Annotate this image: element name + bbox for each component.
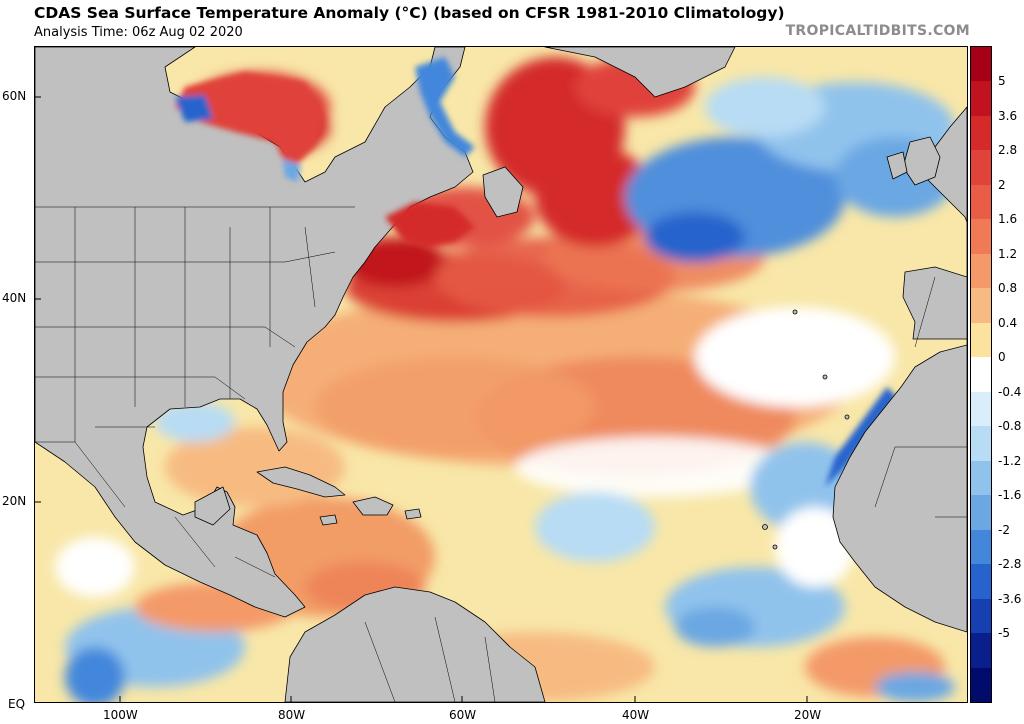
color-scale-segment [971,150,991,186]
color-scale-label: 1.6 [998,212,1018,227]
lon-label-60w: 60W [449,708,477,722]
color-scale-segment [971,219,991,255]
lat-label-20n: 20N [2,494,27,508]
color-scale-label: 0 [998,350,1006,365]
color-scale-label: -0.4 [998,384,1022,399]
color-scale-label: 5 [998,74,1006,89]
color-scale-segment [971,564,991,600]
puerto-rico-land [404,508,422,520]
color-scale-label: -1.6 [998,488,1022,503]
color-scale-label: 0.8 [998,281,1018,296]
yucatan-land [194,486,231,526]
color-scale-segment [971,460,991,496]
greenland-land [544,47,736,98]
color-scale-segment [971,253,991,289]
labrador-coast-cold [415,57,475,157]
color-scale-label: -1.2 [998,453,1022,468]
color-scale-segment [971,47,991,82]
lon-label-80w: 80W [278,708,306,722]
color-scale-segment [971,391,991,427]
source-credit: TROPICALTIDBITS.COM [785,23,970,39]
lon-label-100w: 100W [103,708,138,722]
lon-label-40w: 40W [622,708,650,722]
north-america-land [35,47,474,618]
color-scale-label: -2.8 [998,557,1022,572]
cuba-land [256,466,346,498]
color-scale-segment [971,115,991,151]
color-scale-label: -5 [998,626,1010,641]
map-canvas [35,47,967,702]
color-scale-segment [971,357,991,393]
land-masses [35,47,967,702]
color-scale-label: 0.4 [998,315,1018,330]
europe-africa-land [832,106,967,633]
hispaniola-land [352,496,394,516]
st-lawrence-gulf [385,202,475,247]
newfoundland-land [482,166,524,218]
jamaica-land [319,514,338,526]
color-scale-segment [971,426,991,462]
color-scale-label: 2.8 [998,143,1018,158]
color-scale-segment [971,667,991,703]
ireland-land [886,151,908,180]
lat-label-eq: EQ [8,697,26,711]
color-scale-segment [971,81,991,117]
lat-label-60n: 60N [2,89,27,103]
color-scale-label: 2 [998,177,1006,192]
color-scale-segment [971,598,991,634]
color-scale-label: -0.8 [998,419,1022,434]
color-scale-segment [971,633,991,669]
lon-label-20w: 20W [794,708,822,722]
color-scale-segment [971,529,991,565]
color-scale-label: -2 [998,522,1010,537]
hudson-bay [175,72,325,182]
color-scale-bar [970,46,992,703]
south-america-land [284,586,546,702]
graticule-ticks [35,96,808,702]
color-scale-segment [971,184,991,220]
lat-label-40n: 40N [2,291,27,305]
color-scale-segment [971,288,991,324]
analysis-time: Analysis Time: 06z Aug 02 2020 [34,25,243,40]
map-title: CDAS Sea Surface Temperature Anomaly (°C… [34,4,785,22]
sst-anomaly-map [34,46,968,703]
color-scale-label: 1.2 [998,246,1018,261]
color-scale-label: -3.6 [998,591,1022,606]
color-scale-segment [971,495,991,531]
color-scale-segment [971,322,991,358]
political-borders [35,206,967,702]
color-scale-label: 3.6 [998,108,1018,123]
